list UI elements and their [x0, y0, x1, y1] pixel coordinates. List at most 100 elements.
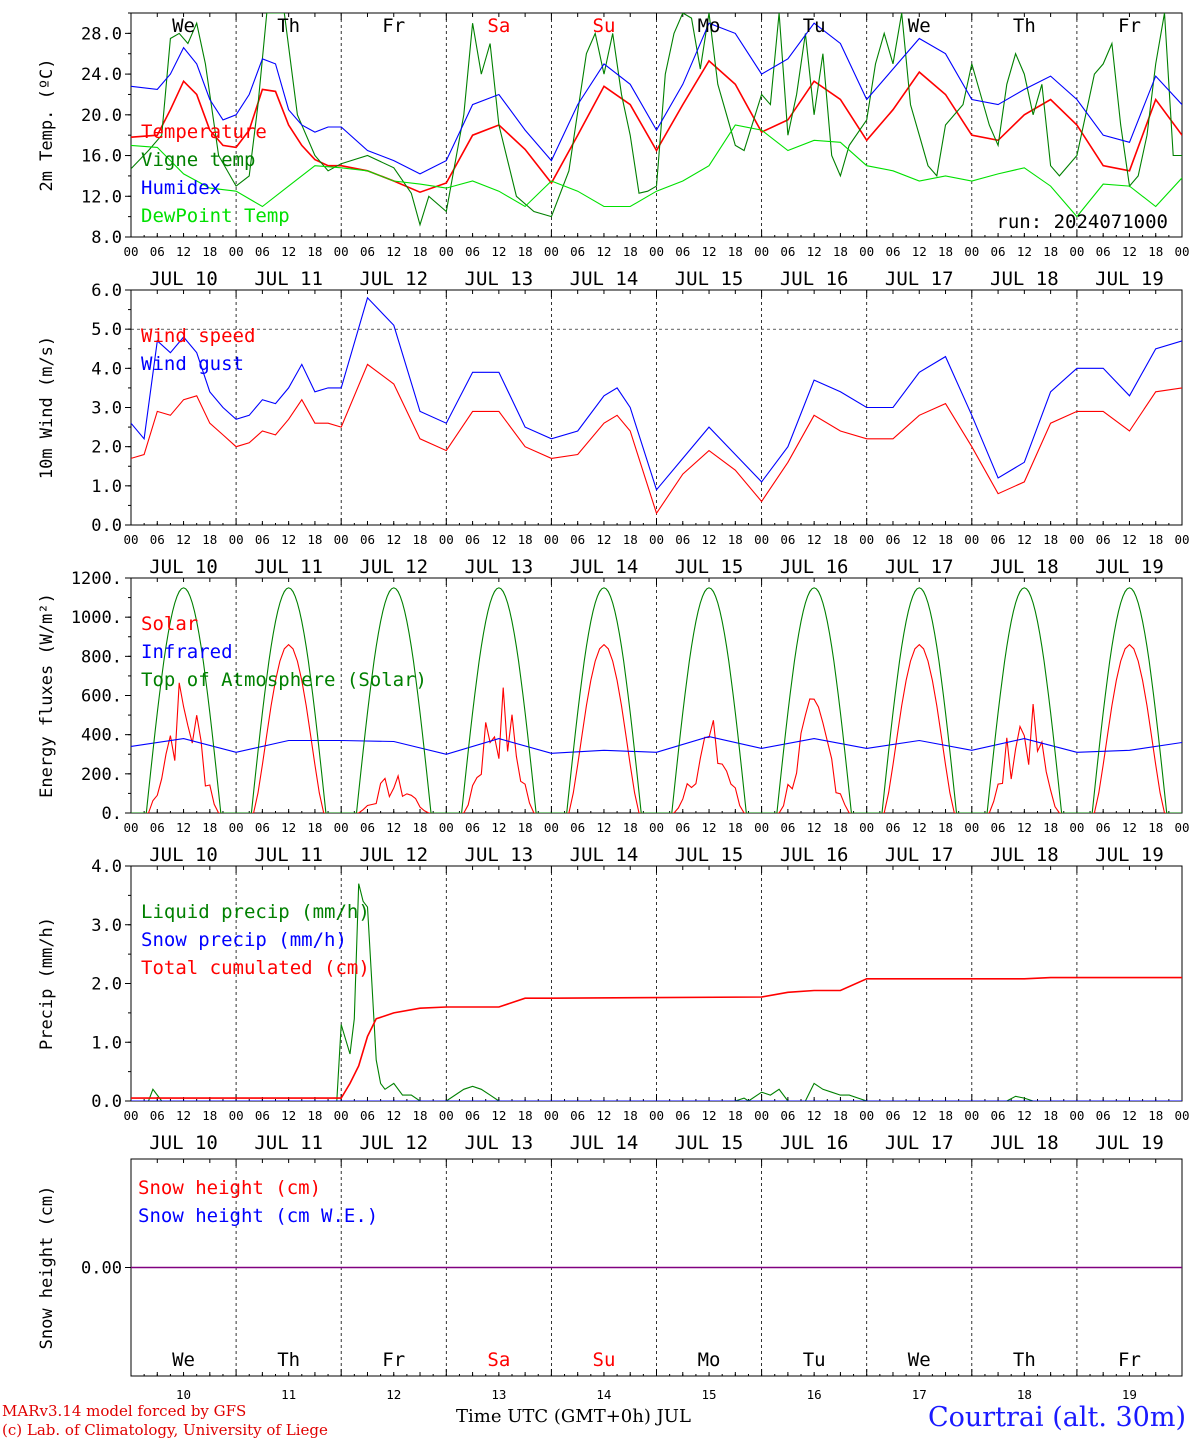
- hour-tick-label: 12: [1017, 1108, 1032, 1123]
- series-line-dewpoint-temp: [131, 124, 1182, 218]
- hour-tick-label: 00: [1174, 244, 1189, 259]
- hour-tick-label: 06: [255, 532, 270, 547]
- hour-tick-label: 18: [412, 1108, 427, 1123]
- lab-credit: (c) Lab. of Climatology, University of L…: [2, 1421, 328, 1439]
- hour-tick-label: 18: [833, 1108, 848, 1123]
- hour-tick-label: 06: [360, 532, 375, 547]
- day-number-label: 17: [912, 1387, 927, 1402]
- date-label: JUL 18: [990, 556, 1059, 578]
- hour-tick-label: 12: [596, 820, 611, 835]
- hour-tick-label: 06: [465, 532, 480, 547]
- hour-tick-label: 00: [229, 1108, 244, 1123]
- hour-tick-label: 06: [1096, 244, 1111, 259]
- hour-tick-label: 12: [1017, 244, 1032, 259]
- hour-tick-label: 18: [412, 244, 427, 259]
- panel-4: 0.0 1.0 2.0 3.0 4.0 Precip (mm/h) 00 06 12 18 JUL …: [37, 857, 1190, 1154]
- weekday-label: We: [908, 15, 931, 37]
- date-label: JUL 19: [1095, 844, 1164, 866]
- hour-tick-label: 00: [649, 820, 664, 835]
- hour-tick-label: 06: [150, 1108, 165, 1123]
- series-line-wind-speed: [131, 363, 1182, 515]
- y-tick-label: 3.0: [91, 399, 122, 419]
- hour-tick-label: 00: [649, 532, 664, 547]
- hour-tick-label: 00: [123, 244, 138, 259]
- hour-tick-label: 12: [281, 244, 296, 259]
- date-label: JUL 14: [570, 268, 639, 290]
- date-label: JUL 10: [149, 556, 218, 578]
- y-axis-label: Snow height (cm): [37, 1186, 57, 1350]
- hour-tick-label: 12: [912, 1108, 927, 1123]
- legend-entry: Snow precip (mm/h): [141, 929, 347, 951]
- date-label: JUL 18: [990, 1132, 1059, 1154]
- legend-entry: Solar: [141, 613, 198, 635]
- hour-tick-label: 00: [229, 820, 244, 835]
- y-axis-label: 10m Wind (m/s): [37, 336, 57, 479]
- y-tick-label: 24.0: [81, 65, 122, 85]
- hour-tick-label: 18: [833, 532, 848, 547]
- hour-tick-label: 18: [623, 532, 638, 547]
- hour-tick-label: 12: [386, 820, 401, 835]
- hour-tick-label: 06: [1096, 1108, 1111, 1123]
- hour-tick-label: 18: [938, 1108, 953, 1123]
- hour-tick-label: 18: [518, 244, 533, 259]
- hour-tick-label: 06: [675, 1108, 690, 1123]
- hour-tick-label: 18: [202, 820, 217, 835]
- hour-tick-label: 12: [596, 532, 611, 547]
- hour-tick-label: 12: [281, 1108, 296, 1123]
- date-label: JUL 10: [149, 1132, 218, 1154]
- date-label: JUL 15: [675, 1132, 744, 1154]
- legend-entry: Vigne temp: [141, 149, 255, 171]
- y-axis-label: 2m Temp. (ºC): [37, 58, 57, 191]
- weekday-label: Su: [593, 1349, 616, 1371]
- legend-entry: Wind speed: [141, 325, 255, 347]
- hour-tick-label: 12: [1017, 532, 1032, 547]
- day-number-label: 12: [386, 1387, 401, 1402]
- y-tick-label: 2.0: [91, 438, 122, 458]
- hour-tick-label: 12: [1017, 820, 1032, 835]
- hour-tick-label: 06: [780, 820, 795, 835]
- hour-tick-label: 18: [623, 1108, 638, 1123]
- hour-tick-label: 06: [991, 244, 1006, 259]
- date-label: JUL 17: [885, 844, 954, 866]
- hour-tick-label: 18: [412, 532, 427, 547]
- y-tick-label: 600.: [81, 687, 122, 707]
- hour-tick-label: 18: [1043, 820, 1058, 835]
- hour-tick-label: 18: [728, 244, 743, 259]
- hour-tick-label: 18: [1148, 532, 1163, 547]
- hour-tick-label: 12: [176, 820, 191, 835]
- series-line-infrared: [131, 736, 1182, 755]
- date-label: JUL 15: [675, 268, 744, 290]
- hour-tick-label: 00: [544, 532, 559, 547]
- hour-tick-label: 18: [728, 1108, 743, 1123]
- hour-tick-label: 06: [150, 244, 165, 259]
- hour-tick-label: 00: [1069, 1108, 1084, 1123]
- hour-tick-label: 18: [728, 820, 743, 835]
- date-label: JUL 19: [1095, 268, 1164, 290]
- date-label: JUL 13: [465, 268, 534, 290]
- date-label: JUL 12: [359, 844, 428, 866]
- legend-entry: Total cumulated (cm): [141, 957, 370, 979]
- y-axis-label: Energy fluxes (W/m²): [37, 593, 57, 798]
- y-tick-label: 6.0: [91, 281, 122, 301]
- hour-tick-label: 00: [334, 244, 349, 259]
- hour-tick-label: 06: [465, 1108, 480, 1123]
- weekday-label: We: [172, 1349, 195, 1371]
- date-label: JUL 16: [780, 556, 849, 578]
- y-axis-label: Precip (mm/h): [37, 917, 57, 1050]
- day-number-label: 11: [281, 1387, 296, 1402]
- legend-entry: Humidex: [141, 177, 221, 199]
- hour-tick-label: 12: [596, 244, 611, 259]
- weekday-label: We: [908, 1349, 931, 1371]
- hour-tick-label: 18: [1148, 1108, 1163, 1123]
- hour-tick-label: 12: [596, 1108, 611, 1123]
- legend-entry: Temperature: [141, 121, 267, 143]
- hour-tick-label: 00: [754, 532, 769, 547]
- weekday-label: Mo: [698, 15, 721, 37]
- hour-tick-label: 18: [1148, 244, 1163, 259]
- hour-tick-label: 18: [1043, 532, 1058, 547]
- date-label: JUL 11: [254, 556, 323, 578]
- hour-tick-label: 00: [544, 244, 559, 259]
- date-label: JUL 11: [254, 844, 323, 866]
- date-label: JUL 12: [359, 556, 428, 578]
- y-tick-label: 0.0: [91, 1092, 122, 1112]
